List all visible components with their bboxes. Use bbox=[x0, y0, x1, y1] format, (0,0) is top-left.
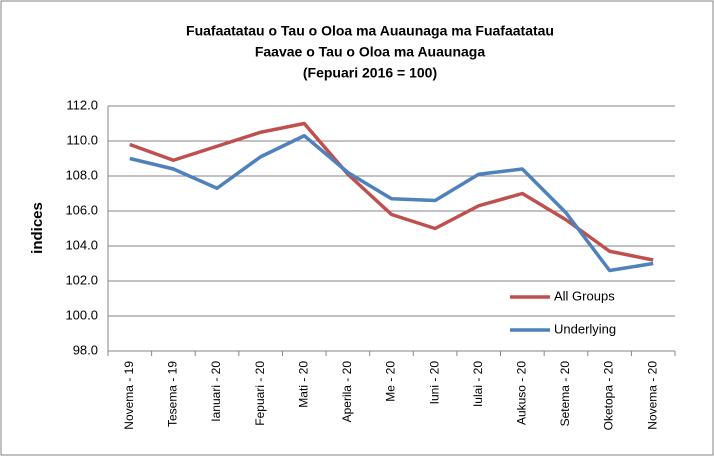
y-tick-label: 98.0 bbox=[73, 342, 98, 357]
line-series bbox=[129, 121, 654, 262]
y-tick-label: 100.0 bbox=[65, 307, 98, 322]
line-series bbox=[129, 134, 654, 273]
x-tick-label: Setema - 20 bbox=[558, 361, 572, 427]
y-tick-label: 108.0 bbox=[65, 167, 98, 182]
x-tick-label: Ianuari - 20 bbox=[209, 361, 223, 422]
x-tick-label: Novema - 19 bbox=[122, 361, 136, 430]
x-tick-label: Aperila - 20 bbox=[340, 361, 354, 423]
x-tick-label: Mati - 20 bbox=[296, 361, 310, 408]
legend-label: All Groups bbox=[554, 288, 615, 303]
x-tick-label: Fepuari - 20 bbox=[253, 361, 267, 426]
x-tick-label: Iuni - 20 bbox=[427, 361, 441, 405]
y-tick-label: 106.0 bbox=[65, 202, 98, 217]
chart-title: (Fepuari 2016 = 100) bbox=[303, 65, 437, 81]
y-tick-label: 110.0 bbox=[66, 132, 98, 147]
x-tick-label: Iulai - 20 bbox=[471, 361, 485, 407]
y-tick-label: 104.0 bbox=[65, 237, 98, 252]
chart-title: Fuafaatatau o Tau o Oloa ma Auaunaga ma … bbox=[186, 23, 554, 39]
legend-label: Underlying bbox=[554, 321, 616, 336]
chart-title: Faavae o Tau o Oloa ma Auaunaga bbox=[255, 44, 485, 60]
y-tick-label: 112.0 bbox=[66, 97, 98, 112]
x-tick-label: Me - 20 bbox=[384, 361, 398, 402]
x-tick-label: Aukuso - 20 bbox=[515, 361, 529, 425]
x-tick-label: Tesema - 19 bbox=[166, 361, 180, 427]
x-tick-label: Novema - 20 bbox=[645, 361, 659, 430]
y-axis-title: indices bbox=[29, 202, 46, 254]
y-tick-label: 102.0 bbox=[65, 272, 98, 287]
x-tick-label: Oketopa - 20 bbox=[602, 361, 616, 431]
